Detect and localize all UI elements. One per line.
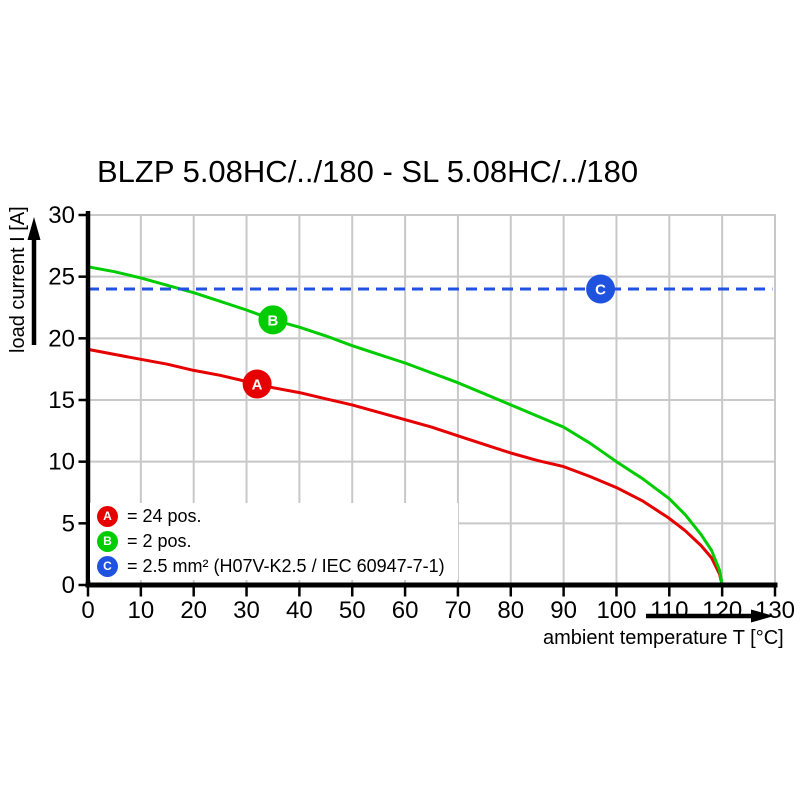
x-tick-label: 70 [445,597,472,624]
y-axis-arrow-head-icon [27,217,41,240]
y-tick-label: 30 [48,202,75,229]
curve-marker-c-icon [586,274,616,304]
x-tick-label: 80 [497,597,524,624]
y-tick-label: 15 [48,387,75,414]
legend-label-b: = 2 pos. [127,531,192,551]
x-tick-label: 20 [180,597,207,624]
x-tick-label: 120 [702,597,742,624]
y-tick-label: 25 [48,264,75,291]
series-line-a [87,347,724,586]
x-tick-label: 60 [392,597,419,624]
x-tick-label: 40 [286,597,313,624]
legend-item-a: A = 24 pos. [97,506,450,527]
curve-marker-a-icon [242,369,272,399]
legend-marker-c-icon: C [97,556,118,577]
y-tick-label: 20 [48,325,75,352]
legend-letter-b: B [103,534,112,548]
y-tick-label: 0 [62,572,75,599]
x-axis-arrow-head-icon [751,609,774,623]
x-tick-label: 30 [233,597,260,624]
x-tick-label: 130 [755,597,795,624]
series-line-b [87,265,724,586]
x-tick-label: 0 [81,597,94,624]
y-tick-label: 10 [48,449,75,476]
legend-marker-b-icon: B [97,531,118,552]
y-tick-label: 5 [62,510,75,537]
x-tick-label: 110 [650,597,688,624]
curve-marker-letter: A [252,376,263,393]
legend-label-c: = 2.5 mm² (H07V-K2.5 / IEC 60947-7-1) [127,556,445,576]
chart-title: BLZP 5.08HC/../180 - SL 5.08HC/../180 [97,154,639,189]
legend-marker-a-icon: A [97,506,118,527]
x-tick-label: 90 [550,597,577,624]
x-tick-label: 50 [339,597,366,624]
legend-item-b: B = 2 pos. [97,531,450,552]
chart-legend: A = 24 pos. B = 2 pos. C = 2.5 mm² (H07V… [90,503,458,580]
legend-letter-a: A [103,509,112,523]
legend-label-a: = 24 pos. [127,506,202,526]
x-tick-label: 10 [127,597,154,624]
x-axis-label: ambient temperature T [°C] [543,627,784,649]
curve-marker-letter: C [595,282,606,299]
legend-item-c: C = 2.5 mm² (H07V-K2.5 / IEC 60947-7-1) [97,556,450,577]
legend-letter-c: C [103,559,112,573]
x-tick-label: 100 [596,597,636,624]
curve-marker-letter: B [268,312,279,329]
curve-marker-b-icon [258,305,288,335]
